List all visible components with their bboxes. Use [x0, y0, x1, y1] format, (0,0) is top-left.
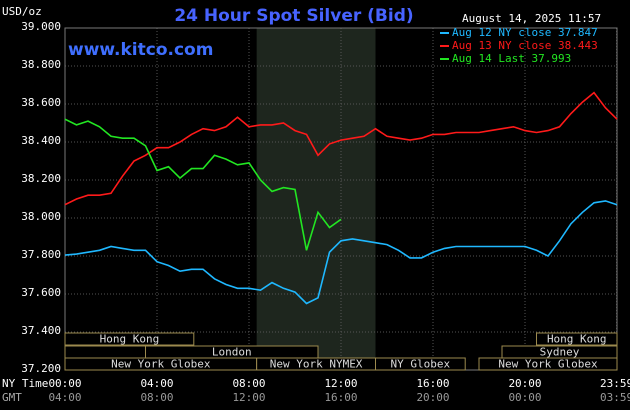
- legend-label: Aug 14 Last 37.993: [452, 52, 571, 65]
- session-box: [64, 332, 195, 346]
- series-line: [64, 118, 342, 251]
- y-tick-label: 38.800: [21, 58, 61, 71]
- y-axis-label: USD/oz: [2, 5, 42, 18]
- session-label: Sydney: [540, 346, 580, 359]
- session-label: New York Globex: [498, 358, 598, 371]
- x-gmt-label: 03:59: [600, 391, 630, 404]
- y-tick-label: 37.600: [21, 286, 61, 299]
- x-tick-label: 08:00: [232, 377, 265, 390]
- legend-label: Aug 13 NY close 38.443: [452, 39, 598, 52]
- session-box: [478, 357, 618, 371]
- series-line: [64, 200, 618, 305]
- x-gmt-label: 16:00: [324, 391, 357, 404]
- shaded-range: [256, 28, 376, 370]
- y-tick-label: 38.400: [21, 134, 61, 147]
- session-box: [64, 345, 146, 359]
- x-gmt-label: 04:00: [48, 391, 81, 404]
- session-label: New York Globex: [111, 358, 211, 371]
- session-box: [375, 357, 466, 371]
- legend-label: Aug 12 NY close 37.847: [452, 26, 598, 39]
- x-gmt-label: 20:00: [416, 391, 449, 404]
- x-tick-label: 12:00: [324, 377, 357, 390]
- x-tick-label: 00:00: [48, 377, 81, 390]
- series-line: [64, 91, 618, 206]
- y-tick-label: 38.600: [21, 96, 61, 109]
- x-tick-label: 04:00: [140, 377, 173, 390]
- session-label: Hong Kong: [547, 333, 607, 346]
- y-tick-label: 38.000: [21, 210, 61, 223]
- y-tick-label: 39.000: [21, 20, 61, 33]
- y-tick-label: 37.800: [21, 248, 61, 261]
- x-row-label: NY Time: [2, 377, 48, 390]
- session-box: [536, 332, 618, 346]
- timestamp: August 14, 2025 11:57: [462, 12, 601, 25]
- x-gmt-label: 08:00: [140, 391, 173, 404]
- y-tick-label: 37.200: [21, 362, 61, 375]
- x-gmt-label: 00:00: [508, 391, 541, 404]
- y-tick-label: 37.400: [21, 324, 61, 337]
- chart-title: 24 Hour Spot Silver (Bid): [174, 6, 413, 26]
- x-tick-label: 20:00: [508, 377, 541, 390]
- session-label: New York NYMEX: [270, 358, 363, 371]
- x-tick-label: 23:59: [600, 377, 630, 390]
- x-gmt-label: 12:00: [232, 391, 265, 404]
- y-tick-label: 38.200: [21, 172, 61, 185]
- session-label: London: [212, 346, 252, 359]
- source: www.kitco.com: [68, 40, 213, 60]
- session-label: Hong Kong: [100, 333, 160, 346]
- x-tick-label: 16:00: [416, 377, 449, 390]
- x-row-label: GMT: [2, 391, 22, 404]
- session-label: NY Globex: [391, 358, 451, 371]
